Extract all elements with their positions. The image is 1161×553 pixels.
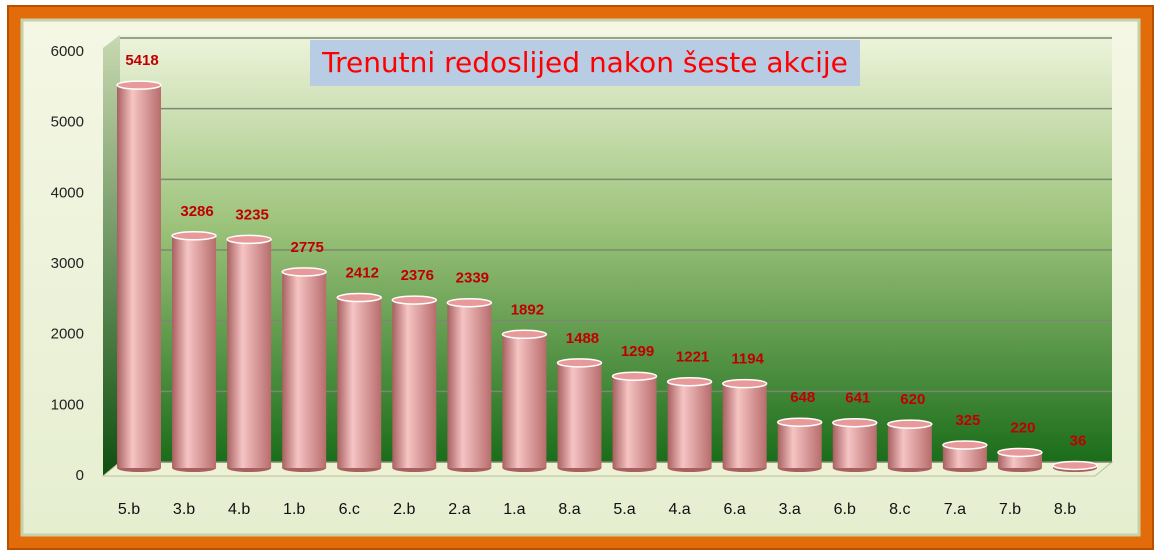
value-label: 2412 (346, 265, 379, 282)
x-tick-label: 3.a (779, 501, 801, 518)
bar-top (171, 231, 217, 241)
value-label: 5418 (125, 52, 158, 69)
y-tick-label: 2000 (51, 326, 84, 343)
x-tick-label: 1.a (503, 501, 525, 518)
value-label: 36 (1070, 432, 1087, 449)
x-tick-label: 4.a (668, 501, 690, 518)
bar-top (226, 234, 272, 245)
y-tick-label: 0 (76, 467, 84, 484)
value-label: 641 (845, 390, 870, 407)
value-label: 620 (900, 391, 925, 408)
bar-top (666, 376, 713, 387)
x-tick-label: 1.b (283, 501, 305, 518)
bars (116, 80, 1098, 472)
bar-top (721, 378, 768, 389)
x-tick-label: 8.c (889, 501, 910, 518)
x-tick-label: 2.b (393, 501, 415, 518)
bar (887, 424, 932, 468)
bar-top (1052, 460, 1098, 471)
bar (117, 85, 161, 469)
value-label: 648 (790, 389, 815, 406)
bar-top (832, 417, 878, 428)
value-label: 220 (1010, 419, 1035, 436)
bar (777, 422, 822, 468)
bar (337, 297, 382, 468)
x-tick-label: 7.b (999, 501, 1021, 518)
value-label: 2775 (290, 239, 323, 256)
bar-top (887, 419, 933, 429)
value-label: 1892 (511, 301, 544, 318)
chart-title: Trenutni redoslijed nakon šeste akcije (321, 46, 848, 79)
bar (557, 362, 602, 468)
value-label: 2339 (456, 270, 489, 287)
bar (612, 376, 657, 468)
side-wall (103, 35, 120, 476)
value-label: 2376 (401, 267, 434, 284)
x-tick-label: 3.b (173, 501, 195, 518)
bar (722, 383, 767, 468)
value-label: 1221 (676, 349, 709, 366)
bar (392, 300, 437, 468)
title-box (310, 40, 860, 86)
y-tick-label: 1000 (51, 396, 84, 413)
x-tick-label: 5.a (613, 501, 635, 518)
bar (502, 334, 547, 468)
x-tick-label: 4.b (228, 501, 250, 518)
x-tick-label: 2.a (448, 501, 470, 518)
bar-top (336, 292, 382, 303)
y-tick-label: 5000 (51, 114, 84, 131)
bar-top (446, 297, 493, 308)
y-tick-label: 3000 (51, 255, 84, 272)
bar (942, 445, 987, 468)
bar (832, 422, 877, 468)
bar-top (116, 80, 162, 90)
x-tick-label: 6.c (339, 501, 360, 518)
bar (667, 381, 712, 468)
value-label: 1194 (731, 351, 764, 368)
y-tick-label: 6000 (51, 43, 84, 60)
value-label: 1299 (621, 343, 654, 360)
x-tick-label: 8.a (558, 501, 580, 518)
x-tick-label: 6.a (724, 501, 746, 518)
bar-top (942, 440, 988, 450)
bar-top (611, 371, 658, 381)
bar (172, 235, 217, 468)
bar-top (997, 447, 1043, 458)
x-tick-label: 7.a (944, 501, 966, 518)
bar-top (556, 358, 603, 368)
bar (282, 271, 327, 468)
bar (447, 302, 492, 468)
value-label: 3286 (180, 203, 213, 220)
bar-top (776, 417, 823, 427)
value-label: 3235 (235, 206, 268, 223)
bar-top (281, 267, 327, 277)
value-label: 1488 (566, 330, 599, 347)
value-label: 325 (955, 412, 980, 429)
bar-top (501, 329, 548, 340)
x-tick-label: 5.b (118, 501, 140, 518)
bar (227, 239, 272, 468)
y-tick-label: 4000 (51, 184, 84, 201)
bar-top (391, 295, 438, 305)
x-tick-label: 8.b (1054, 501, 1076, 518)
x-tick-label: 6.b (834, 501, 856, 518)
